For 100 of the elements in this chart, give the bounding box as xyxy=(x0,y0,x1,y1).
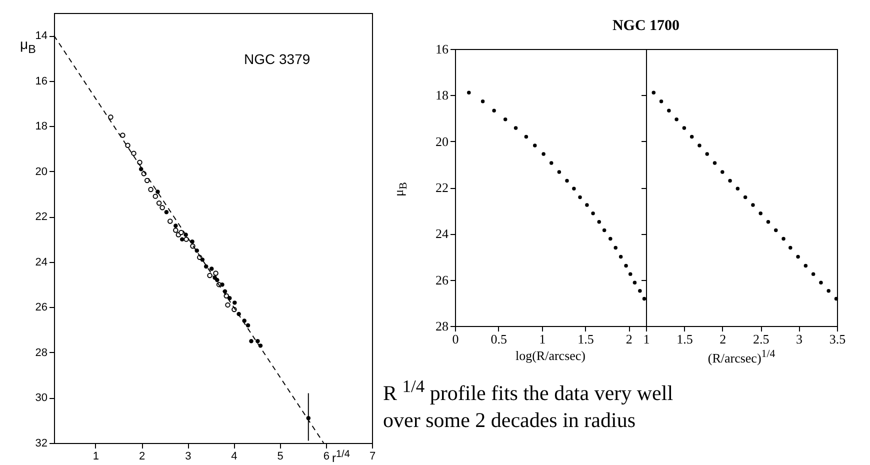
y-tick-label: 26 xyxy=(35,302,48,314)
point xyxy=(492,108,496,112)
point xyxy=(156,190,160,194)
point xyxy=(834,296,838,301)
point xyxy=(209,266,214,271)
point xyxy=(591,211,595,216)
point xyxy=(148,186,154,192)
point xyxy=(225,302,230,308)
x-tick-label: 3.5 xyxy=(829,332,846,346)
point xyxy=(549,161,554,165)
y-tick-label: 14 xyxy=(35,30,48,42)
x-tick-label: 3 xyxy=(185,450,192,462)
x-tick-label: 2 xyxy=(720,332,726,346)
point xyxy=(533,144,537,148)
point xyxy=(138,167,144,172)
x-tick-label: 5 xyxy=(277,450,284,462)
point xyxy=(638,289,642,293)
point xyxy=(667,108,671,112)
point xyxy=(826,289,830,293)
point xyxy=(782,236,786,241)
point xyxy=(674,118,678,122)
point xyxy=(652,90,656,94)
point xyxy=(608,236,612,241)
point xyxy=(642,296,646,301)
x-axis-title: r$^{1/4}$ xyxy=(332,449,350,465)
point xyxy=(572,186,576,191)
point xyxy=(160,205,165,210)
point xyxy=(811,272,816,276)
x-tick-label: 1.5 xyxy=(578,332,594,346)
point xyxy=(164,210,169,214)
point xyxy=(220,282,224,287)
point xyxy=(173,228,178,233)
point xyxy=(256,339,260,344)
point xyxy=(137,160,142,165)
x-tick-label: 2.5 xyxy=(752,332,770,346)
point xyxy=(602,228,606,232)
point xyxy=(698,144,702,148)
x-tick-label: 2 xyxy=(626,332,632,346)
x-tick-label: 0 xyxy=(452,332,459,346)
y-tick-label: 24 xyxy=(436,226,449,242)
point xyxy=(624,264,628,268)
x-tick-label: 2 xyxy=(139,450,146,462)
point xyxy=(736,186,740,191)
point xyxy=(144,178,150,184)
y-tick-label: 28 xyxy=(35,346,48,359)
point xyxy=(190,239,194,244)
x-axis-title: (R/arcsec)$^{1/4}$ xyxy=(706,348,776,366)
x-tick-label: 0.5 xyxy=(490,332,508,346)
point xyxy=(774,228,778,232)
point xyxy=(232,300,237,305)
point xyxy=(180,237,184,242)
x-tick-label: 1 xyxy=(643,332,650,346)
x-tick-label: 6 xyxy=(323,450,330,462)
point xyxy=(200,258,205,262)
x-tick-label: 7 xyxy=(369,450,376,462)
y-tick-label: 30 xyxy=(35,392,48,404)
point xyxy=(131,150,136,156)
x-tick-label: 1 xyxy=(92,450,100,462)
point xyxy=(743,195,748,200)
text: R $^{1/4}$ profile fits the data very well over some 2 decades in radius xyxy=(383,375,674,434)
x-tick-label: 1.5 xyxy=(676,332,693,346)
point xyxy=(788,246,792,250)
point xyxy=(184,236,189,242)
point xyxy=(174,224,178,228)
point xyxy=(156,200,162,206)
point xyxy=(207,272,212,278)
point xyxy=(751,203,755,207)
annotation: NGC 3379 xyxy=(244,51,310,67)
y-tick-label: 28 xyxy=(436,318,448,334)
y-tick-label: 16 xyxy=(35,75,48,88)
x-tick-label: 1 xyxy=(539,332,546,346)
y-tick-label: 20 xyxy=(436,134,448,149)
y-tick-label: 20 xyxy=(35,166,48,178)
y-tick-label: 32 xyxy=(35,438,48,450)
point xyxy=(524,134,528,139)
x-axis-title: log(R/arcsec) xyxy=(514,348,587,364)
point xyxy=(632,280,637,284)
point xyxy=(618,254,623,259)
x-tick-label: 4 xyxy=(231,450,238,462)
point xyxy=(758,211,762,216)
point xyxy=(215,278,220,282)
y-tick-label: 22 xyxy=(436,180,448,195)
point xyxy=(246,323,250,328)
point xyxy=(542,152,546,156)
point xyxy=(578,195,582,200)
y-tick-label: 16 xyxy=(436,42,449,56)
point xyxy=(480,100,485,104)
point xyxy=(565,178,569,183)
y-tick-label: 24 xyxy=(35,256,48,268)
point xyxy=(125,142,130,148)
point xyxy=(514,126,518,130)
point xyxy=(120,132,126,138)
point xyxy=(766,220,770,224)
point xyxy=(728,178,732,183)
point xyxy=(467,90,471,94)
point xyxy=(108,114,114,120)
point xyxy=(712,161,717,165)
point xyxy=(178,230,184,236)
y-tick-label: 18 xyxy=(35,120,48,133)
point xyxy=(249,339,254,344)
